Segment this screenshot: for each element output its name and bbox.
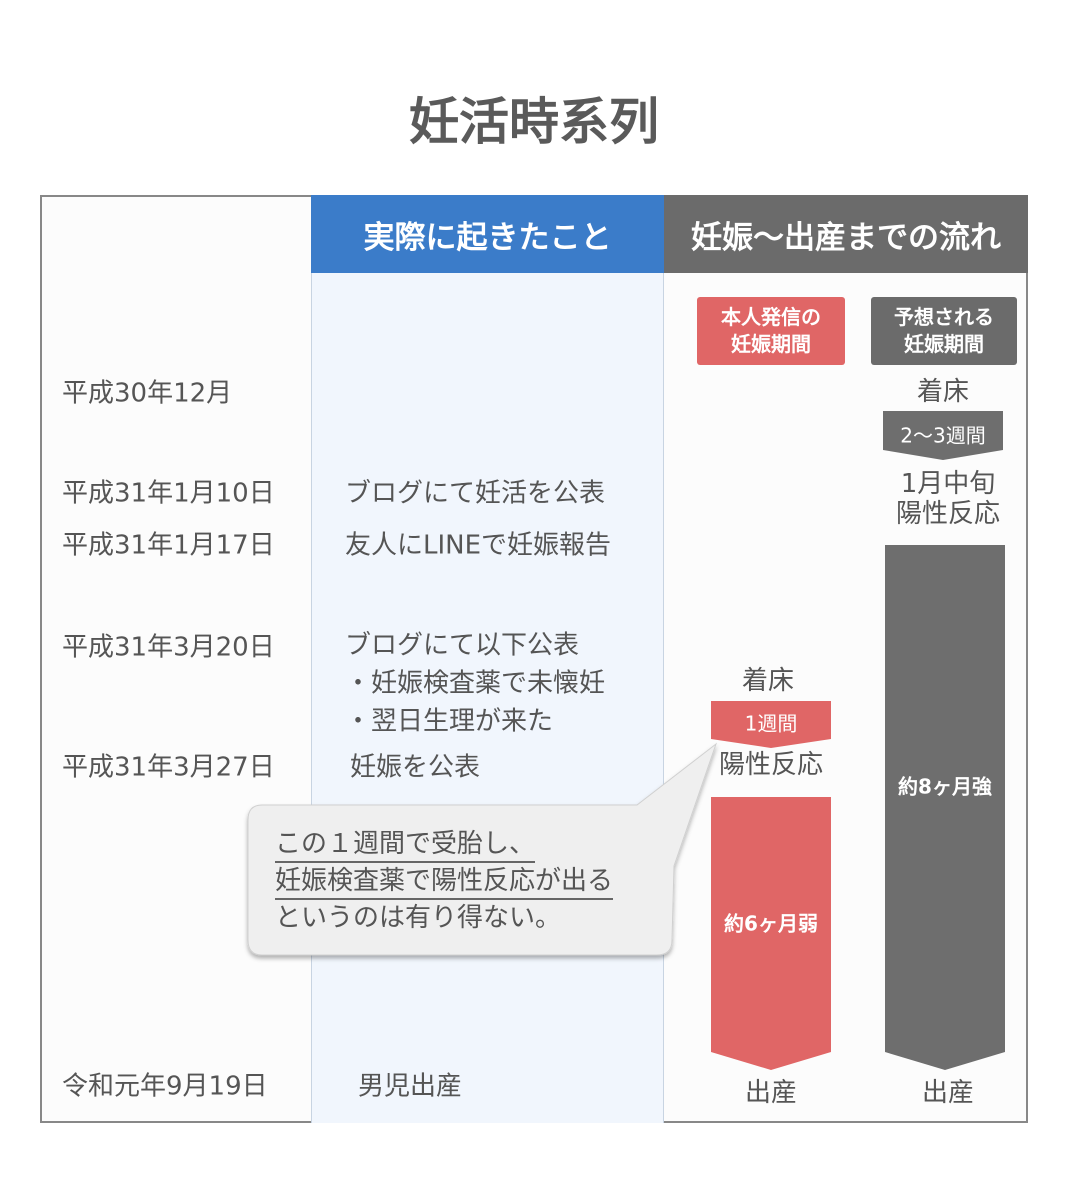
expected-positive-line2: 陽性反応 xyxy=(895,499,1001,529)
expected-birth: 出産 xyxy=(921,1078,975,1108)
self-positive: 陽性反応 xyxy=(718,750,824,780)
self-implant: 着床 xyxy=(741,666,795,696)
event-text: ブログにて妊活を公表 xyxy=(345,478,606,509)
date-label: 平成30年12月 xyxy=(62,378,233,409)
label-line: 予想される xyxy=(894,305,994,329)
label-line: 妊娠期間 xyxy=(904,332,984,356)
callout-bubble xyxy=(247,742,718,956)
callout-line: というのは有り得ない。 xyxy=(275,903,562,933)
expected-duration-bar xyxy=(885,545,1005,1070)
self-gap-label: 1週間 xyxy=(744,711,798,736)
event-subtext: ・翌日生理が来た xyxy=(345,706,554,737)
event-subtext: ・妊娠検査薬で未懐妊 xyxy=(345,668,606,699)
date-label: 平成31年1月10日 xyxy=(62,478,275,509)
header-actual: 実際に起きたこと xyxy=(311,195,664,273)
date-label: 平成31年3月27日 xyxy=(62,752,275,783)
event-text: 友人にLINEで妊娠報告 xyxy=(345,530,612,561)
expected-gap-arrow xyxy=(883,411,1003,460)
self-reported-label: 本人発信の 妊娠期間 xyxy=(697,297,845,365)
expected-label: 予想される 妊娠期間 xyxy=(871,297,1017,365)
event-text: 男児出産 xyxy=(358,1071,463,1102)
expected-gap-label: 2〜3週間 xyxy=(900,423,986,448)
expected-duration-label: 約8ヶ月強 xyxy=(898,774,992,799)
actual-events-column xyxy=(311,195,664,1123)
self-duration-label: 約6ヶ月弱 xyxy=(724,911,818,936)
event-text: ブログにて以下公表 xyxy=(345,630,580,661)
label-line: 妊娠期間 xyxy=(731,332,811,356)
callout-line: 妊娠検査薬で陽性反応が出る xyxy=(275,864,614,900)
date-label: 令和元年9月19日 xyxy=(62,1071,268,1102)
callout-text: この１週間で受胎し、 妊娠検査薬で陽性反応が出る というのは有り得ない。 xyxy=(275,826,614,937)
label-line: 本人発信の xyxy=(721,305,821,329)
self-duration-bar xyxy=(711,797,831,1070)
callout-line: この１週間で受胎し、 xyxy=(275,827,536,863)
expected-implant: 着床 xyxy=(916,377,970,407)
expected-positive-line1: 1月中旬 xyxy=(900,469,996,499)
self-gap-arrow xyxy=(711,701,831,748)
header-flow: 妊娠〜出産までの流れ xyxy=(664,195,1028,273)
date-label: 平成31年3月20日 xyxy=(62,632,275,663)
date-label: 平成31年1月17日 xyxy=(62,530,275,561)
page-title: 妊活時系列 xyxy=(409,93,659,151)
event-text: 妊娠を公表 xyxy=(350,752,481,783)
self-birth: 出産 xyxy=(744,1078,798,1108)
